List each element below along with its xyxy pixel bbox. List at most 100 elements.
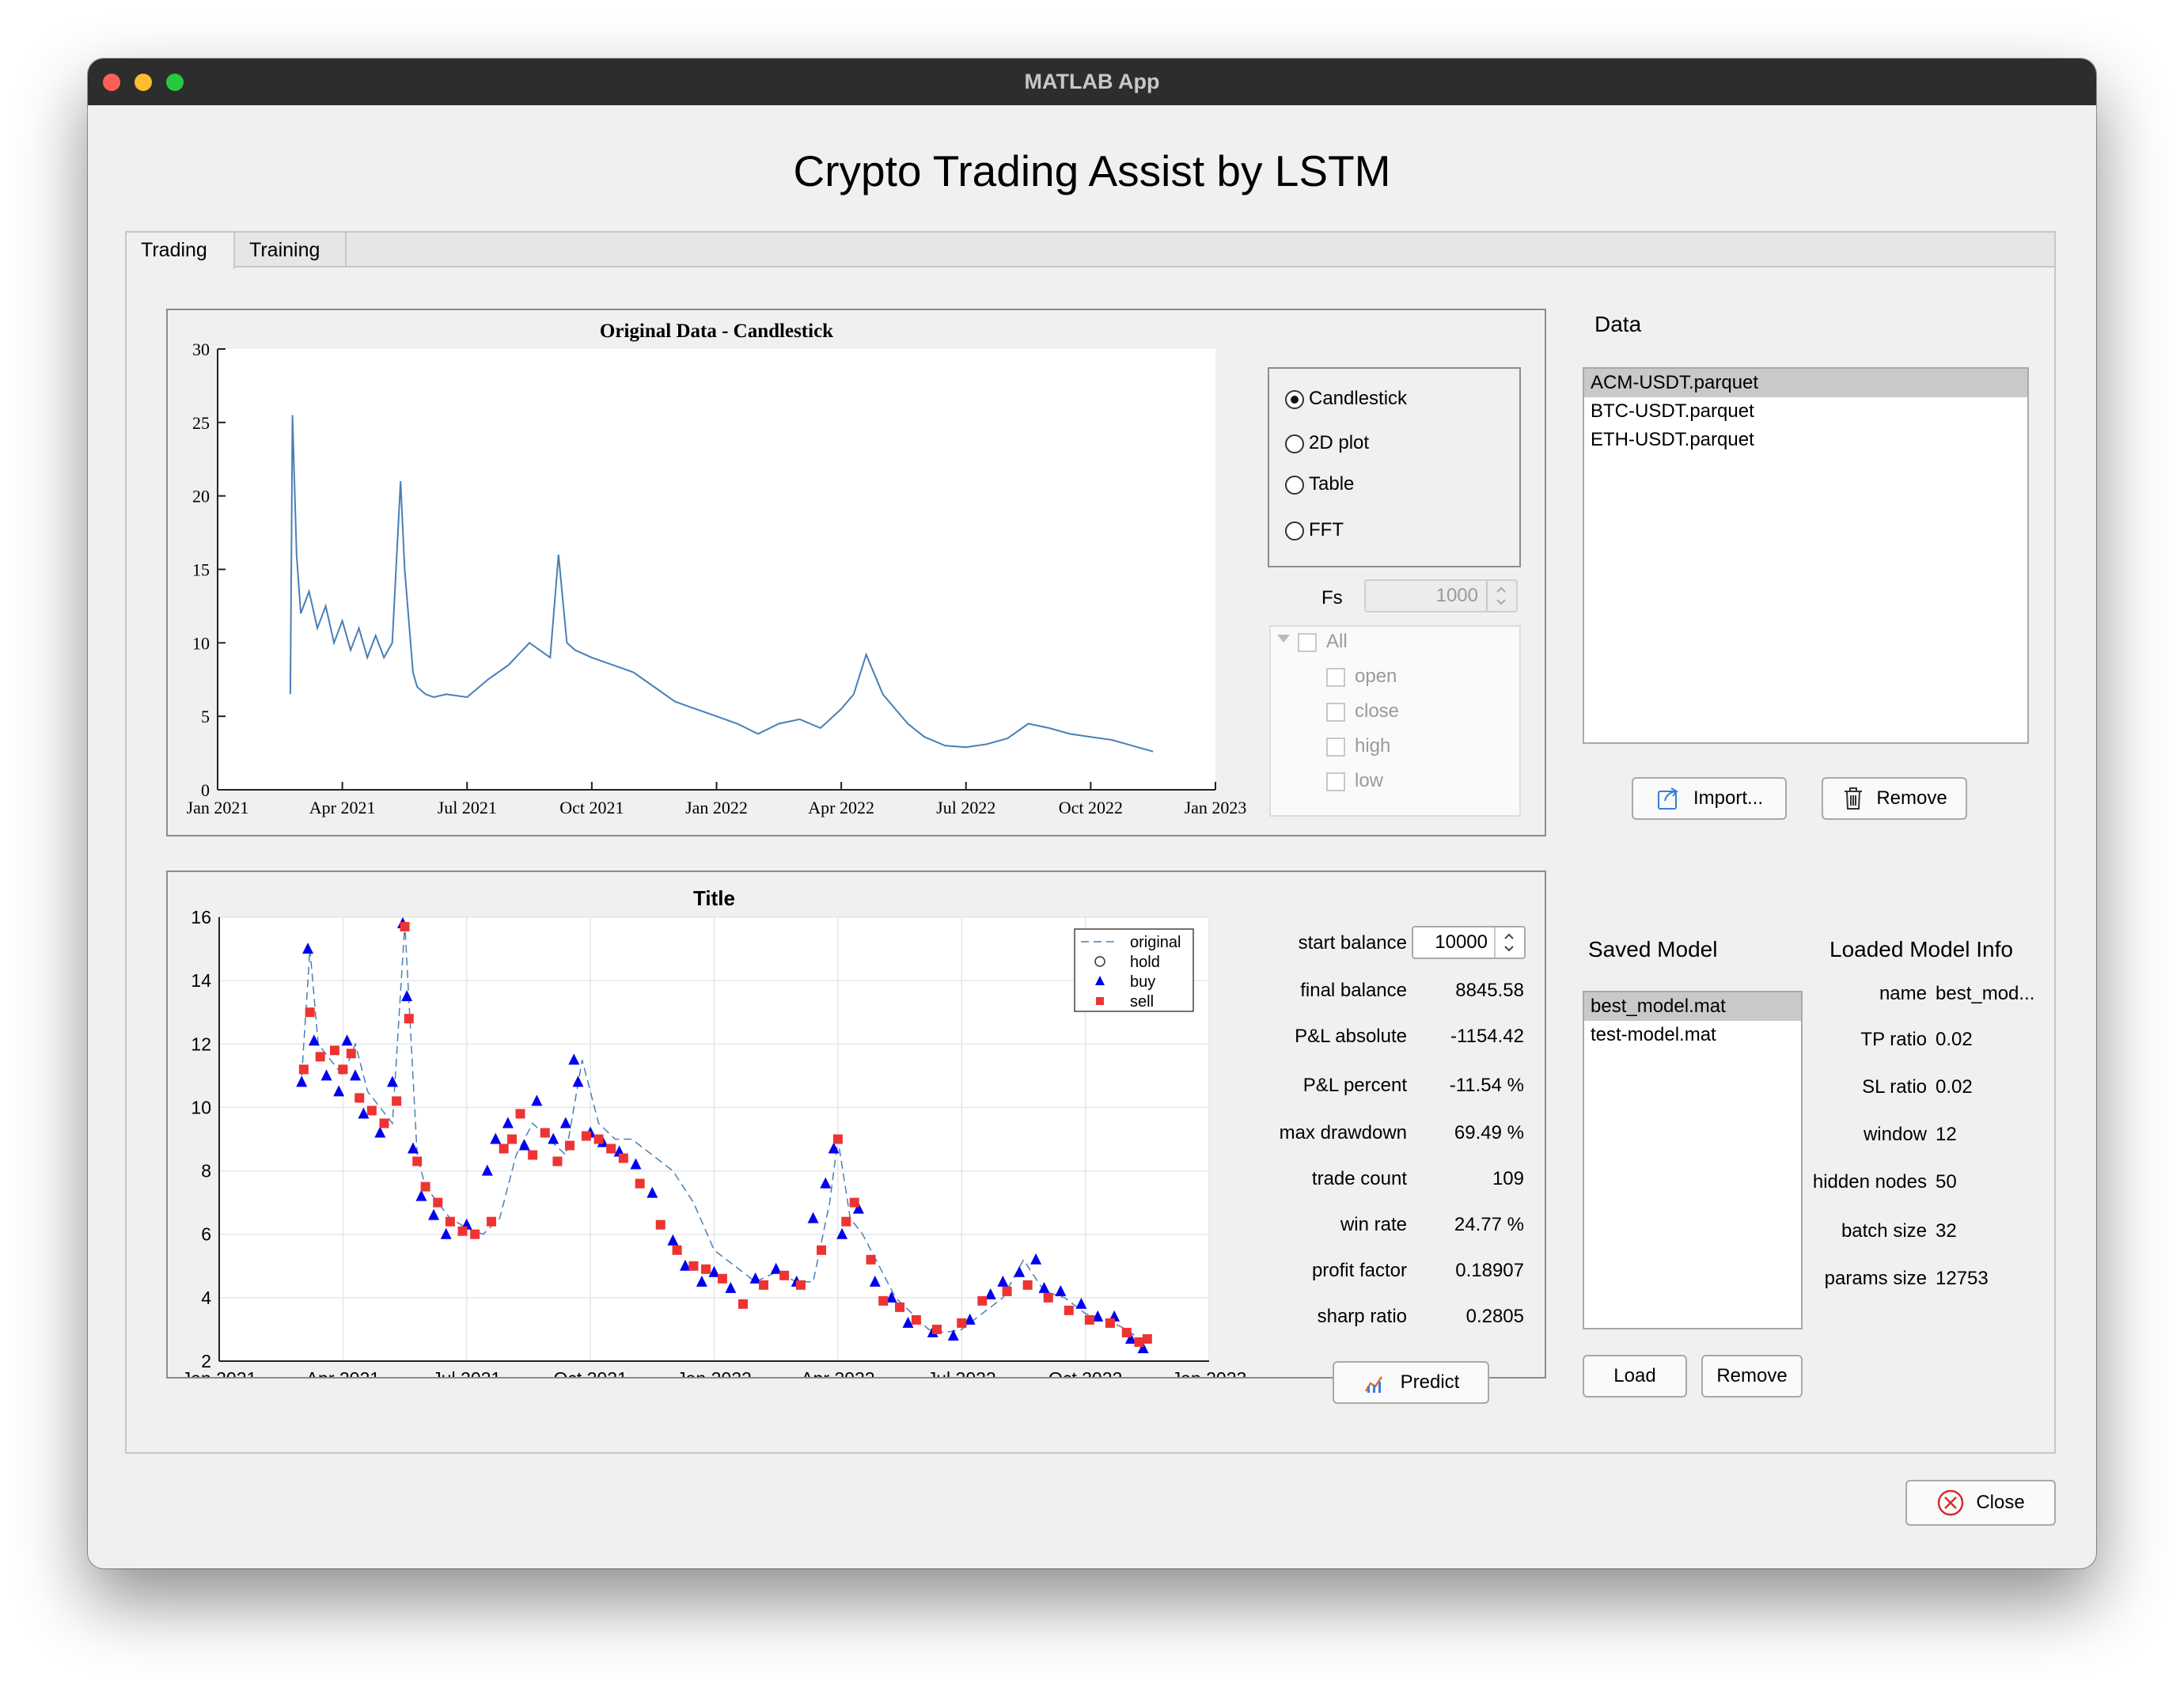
stat-label: final balance <box>1300 980 1407 1001</box>
remove-data-button[interactable]: Remove <box>1822 777 1967 820</box>
load-model-button[interactable]: Load <box>1583 1355 1687 1398</box>
buy-marker <box>333 1085 345 1097</box>
tab-trading[interactable]: Trading <box>127 233 235 269</box>
sell-marker <box>717 1273 727 1284</box>
sell-marker <box>346 1049 356 1059</box>
list-item-file[interactable]: ACM-USDT.parquet <box>1584 369 2027 397</box>
buy-marker <box>374 1126 386 1138</box>
saved-model-list[interactable]: best_model.mat test-model.mat <box>1583 991 1803 1329</box>
model-info-value: best_mod... <box>1936 983 2035 1004</box>
data-file-list[interactable]: ACM-USDT.parquet BTC-USDT.parquet ETH-US… <box>1583 367 2029 744</box>
buy-marker <box>1030 1253 1042 1265</box>
load-label: Load <box>1613 1365 1656 1386</box>
x-tick-label: Oct 2022 <box>1059 798 1123 817</box>
checkbox-all[interactable]: All <box>1298 630 1348 654</box>
sell-marker <box>618 1153 628 1163</box>
fs-spinner[interactable]: 1000 <box>1364 579 1518 613</box>
close-window-icon[interactable] <box>103 74 120 91</box>
radio-circle <box>1285 521 1304 540</box>
radio-table-label: Table <box>1309 473 1355 495</box>
checkbox-box <box>1326 702 1345 722</box>
list-item-file[interactable]: ETH-USDT.parquet <box>1591 429 1754 450</box>
plot-area <box>218 349 1215 790</box>
stat-value: 69.49 % <box>1454 1122 1524 1144</box>
original-data-chart: Original Data - Candlestick 0 5 10 15 20 25 30 J… <box>187 320 1247 817</box>
spinner-arrows-icon[interactable] <box>1486 581 1516 611</box>
y-tick-label: 14 <box>191 970 211 991</box>
x-tick-label: Jan 2021 <box>182 1368 257 1377</box>
x-tick-label: Jul 2021 <box>432 1368 501 1377</box>
remove-model-button[interactable]: Remove <box>1701 1355 1803 1398</box>
window-title: MATLAB App <box>1024 70 1160 93</box>
buy-marker <box>770 1262 782 1274</box>
x-tick-label: Apr 2022 <box>808 798 874 817</box>
price-series-line <box>289 415 1154 753</box>
sell-marker <box>1022 1280 1033 1290</box>
sell-marker <box>737 1299 748 1309</box>
sell-marker <box>404 1014 414 1024</box>
checkbox-open[interactable]: open <box>1326 665 1397 688</box>
sell-marker <box>540 1128 550 1138</box>
checkbox-low[interactable]: low <box>1326 769 1383 793</box>
checkbox-close[interactable]: close <box>1326 700 1399 723</box>
predict-label: Predict <box>1400 1371 1460 1393</box>
model-info-label: SL ratio <box>1862 1076 1927 1098</box>
sell-marker <box>315 1052 325 1062</box>
sell-marker <box>457 1226 468 1236</box>
sell-marker <box>795 1280 806 1290</box>
radio-table[interactable]: Table <box>1285 472 1354 497</box>
buy-marker <box>1014 1265 1026 1277</box>
x-tick-label: Oct 2021 <box>553 1368 627 1377</box>
sell-marker <box>433 1197 443 1208</box>
list-item-model[interactable]: test-model.mat <box>1591 1024 1716 1045</box>
tab-strip: Trading Training <box>127 233 2054 269</box>
sell-marker <box>420 1181 430 1192</box>
x-tick-label: Apr 2021 <box>309 798 376 817</box>
model-info-value: 12 <box>1936 1124 1957 1145</box>
import-button[interactable]: Import... <box>1632 777 1787 820</box>
predict-button[interactable]: Predict <box>1333 1361 1489 1404</box>
start-balance-spinner[interactable]: 10000 <box>1412 926 1526 959</box>
tree-expand-icon[interactable] <box>1277 635 1290 643</box>
sell-marker <box>895 1302 905 1312</box>
trash-icon <box>1845 787 1863 810</box>
radio-2d-plot[interactable]: 2D plot <box>1285 430 1369 456</box>
stat-value: 109 <box>1492 1168 1524 1189</box>
list-item-file[interactable]: BTC-USDT.parquet <box>1591 400 1754 422</box>
checkbox-close-label: close <box>1355 700 1400 722</box>
y-tick-label: 8 <box>201 1161 211 1181</box>
buy-marker <box>308 1034 320 1046</box>
buy-marker <box>358 1107 370 1119</box>
sell-marker <box>515 1109 525 1119</box>
stat-value: 8845.58 <box>1455 980 1524 1001</box>
sell-marker <box>672 1245 682 1255</box>
legend-label: hold <box>1130 954 1160 971</box>
buy-marker <box>407 1142 419 1154</box>
radio-fft-label: FFT <box>1309 519 1344 540</box>
original-series-line <box>301 923 1148 1346</box>
start-balance-value: 10000 <box>1435 931 1488 953</box>
sell-marker <box>487 1216 497 1227</box>
list-item-model[interactable]: best_model.mat <box>1584 992 1801 1021</box>
view-option-group: Candlestick 2D plot Table FFT <box>1268 367 1521 567</box>
y-tick-label: 10 <box>192 633 210 653</box>
buy-marker <box>885 1291 897 1303</box>
column-tree: All open close high low <box>1269 625 1521 817</box>
radio-fft[interactable]: FFT <box>1285 518 1344 543</box>
tab-training[interactable]: Training <box>235 233 347 267</box>
original-data-panel: Original Data - Candlestick 0 5 10 15 20 25 30 J… <box>166 309 1546 836</box>
legend-label: buy <box>1130 973 1155 991</box>
close-button[interactable]: Close <box>1905 1480 2056 1526</box>
buy-marker <box>984 1288 996 1299</box>
spinner-arrows-icon[interactable] <box>1494 927 1524 958</box>
model-info-value: 0.02 <box>1936 1029 1973 1050</box>
sell-marker <box>412 1156 423 1166</box>
radio-candlestick[interactable]: Candlestick <box>1285 386 1407 412</box>
y-tick-label: 0 <box>201 780 210 800</box>
model-info-label: window <box>1863 1124 1927 1145</box>
buy-marker <box>1092 1310 1104 1322</box>
minimize-window-icon[interactable] <box>135 74 152 91</box>
buy-marker <box>964 1313 976 1325</box>
checkbox-high[interactable]: high <box>1326 734 1390 758</box>
zoom-window-icon[interactable] <box>166 74 184 91</box>
